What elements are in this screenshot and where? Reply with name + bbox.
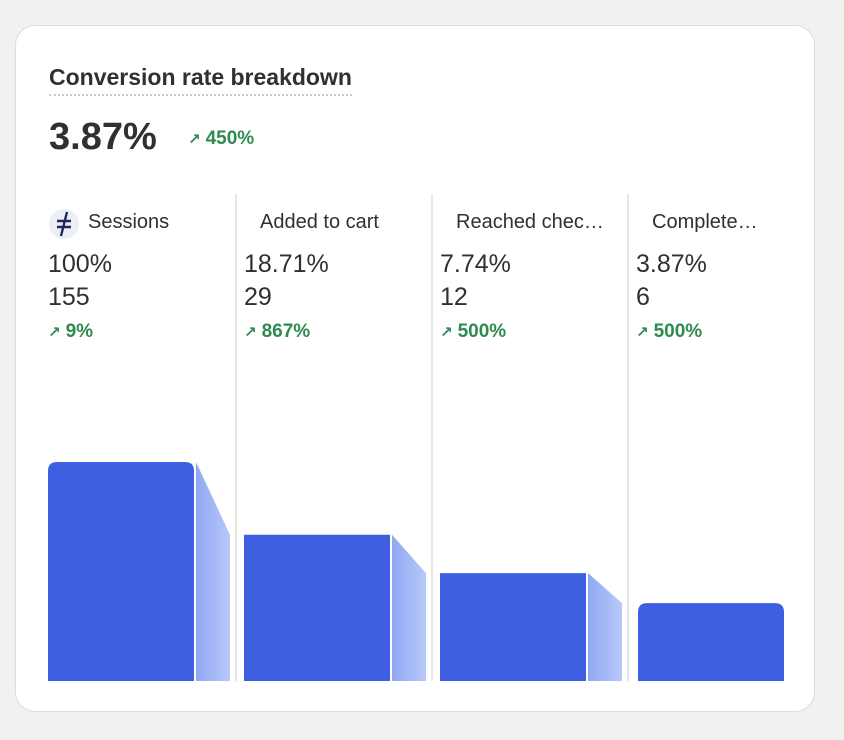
stage-change: 500%	[636, 321, 703, 343]
stage-count: 29	[244, 283, 272, 311]
stage-change: 9%	[48, 321, 93, 343]
stage-percent: 3.87%	[636, 250, 707, 278]
stage-change: 500%	[440, 321, 507, 343]
funnel-bar	[48, 461, 194, 681]
stage-name: Sessions	[88, 211, 170, 233]
funnel-connector	[196, 461, 230, 681]
summary-value: 3.87%	[49, 116, 157, 158]
stage-name: Added to cart	[260, 211, 379, 233]
stage-count: 12	[440, 283, 468, 311]
stage-count: 6	[636, 283, 650, 311]
stage-percent: 100%	[48, 250, 112, 278]
sessions-icon	[49, 209, 79, 239]
funnel-chart	[48, 194, 784, 681]
funnel-bar	[638, 603, 784, 681]
stage-percent: 18.71%	[244, 250, 329, 278]
stage-count: 155	[48, 283, 90, 311]
funnel-connector	[588, 573, 622, 681]
summary-change: 450%	[188, 128, 255, 150]
funnel-bar	[244, 534, 390, 681]
card-title: Conversion rate breakdown	[49, 64, 352, 96]
stage-percent: 7.74%	[440, 250, 511, 278]
funnel-connector	[392, 534, 426, 681]
stage-change: 867%	[244, 321, 311, 343]
funnel-bar	[440, 573, 586, 681]
card: Conversion rate breakdown 3.87% 450% Ses…	[15, 25, 815, 712]
stage-name: Complete…	[652, 211, 758, 233]
stage-name: Reached chec…	[456, 211, 604, 233]
